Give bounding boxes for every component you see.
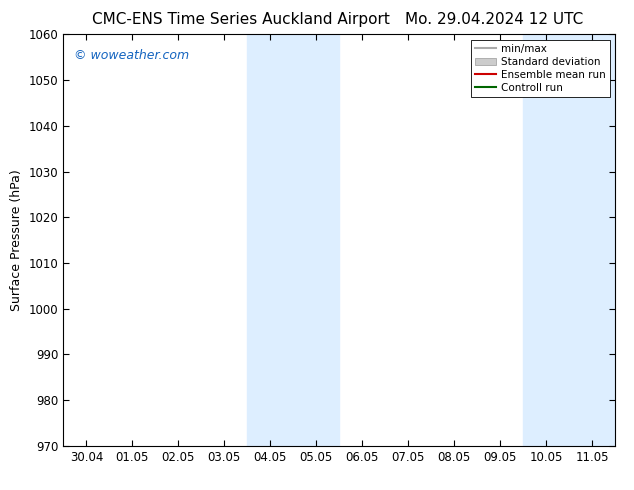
Bar [293,34,339,446]
Bar [247,34,293,446]
Bar [523,34,569,446]
Text: © woweather.com: © woweather.com [74,49,190,62]
Legend: min/max, Standard deviation, Ensemble mean run, Controll run: min/max, Standard deviation, Ensemble me… [470,40,610,97]
Bar [569,34,615,446]
Y-axis label: Surface Pressure (hPa): Surface Pressure (hPa) [10,169,23,311]
Text: Mo. 29.04.2024 12 UTC: Mo. 29.04.2024 12 UTC [405,12,584,27]
Text: CMC-ENS Time Series Auckland Airport: CMC-ENS Time Series Auckland Airport [92,12,390,27]
